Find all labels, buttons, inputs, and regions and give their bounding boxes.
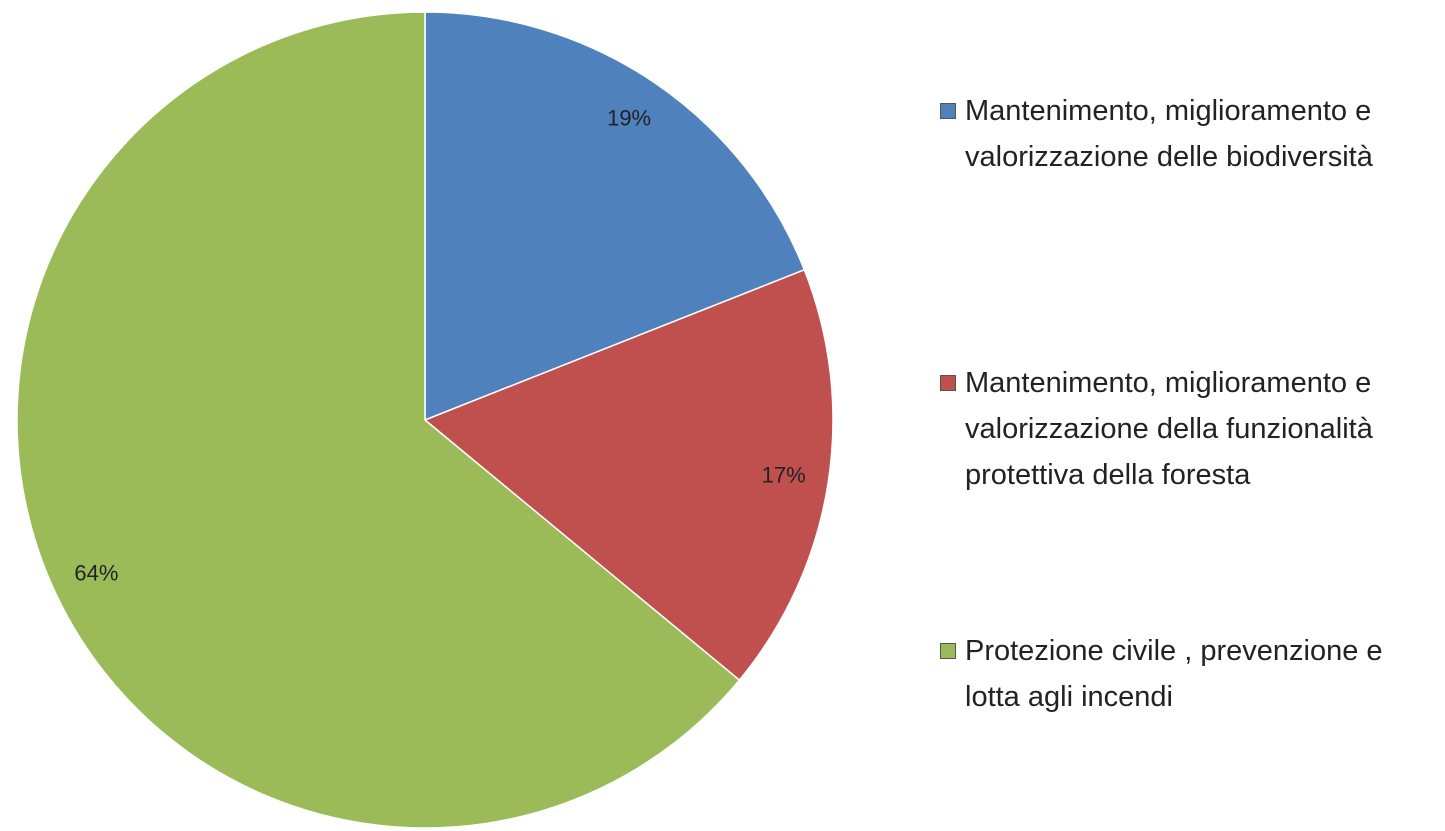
legend-label: Mantenimento, miglioramento e valorizzaz… xyxy=(965,95,1373,173)
data-label: 17% xyxy=(762,463,806,488)
legend-swatch xyxy=(940,375,956,391)
legend-swatch xyxy=(940,643,956,659)
legend-label: Mantenimento, miglioramento e valorizzaz… xyxy=(965,367,1373,491)
pie-slice xyxy=(423,268,834,682)
legend-swatch xyxy=(940,103,956,119)
pie-slice xyxy=(16,11,741,829)
legend-label: Protezione civile , prevenzione e lotta … xyxy=(965,635,1383,713)
data-label: 19% xyxy=(607,105,651,130)
pie-slice xyxy=(424,11,806,422)
data-label: 64% xyxy=(74,560,118,585)
